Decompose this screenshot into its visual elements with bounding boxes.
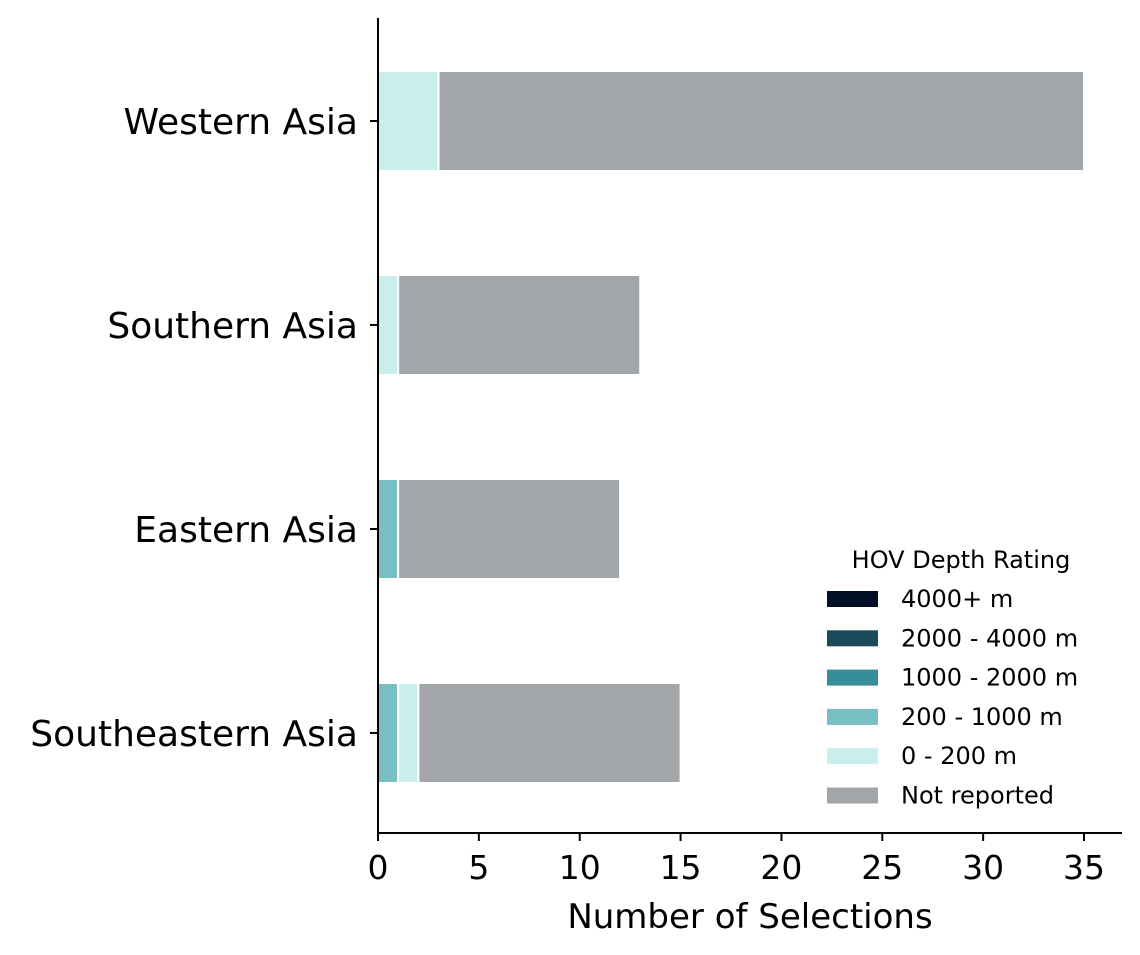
x-tick-label: 30 (962, 848, 1004, 887)
x-tick-label: 10 (559, 848, 601, 887)
bar-segment (377, 682, 400, 784)
x-axis: 0 5 10 15 20 25 30 35 (368, 832, 1122, 887)
y-axis: Western Asia Southern Asia Eastern Asia Sou… (30, 18, 379, 833)
legend-label: 200 - 1000 m (901, 703, 1063, 731)
x-tick-label: 35 (1063, 848, 1105, 887)
legend-swatch (827, 630, 878, 647)
legend-swatch (827, 708, 878, 725)
bar-segment (377, 478, 400, 580)
legend-label: 1000 - 2000 m (901, 664, 1078, 692)
legend-label: 4000+ m (901, 585, 1013, 613)
x-tick-label: 0 (368, 848, 389, 887)
bar-segment (437, 70, 1085, 172)
bar-segment (397, 478, 622, 580)
y-tick-label: Western Asia (123, 102, 358, 143)
y-tick-label: Southern Asia (107, 306, 358, 347)
bar-segment (377, 70, 440, 172)
bar-segment (417, 682, 682, 784)
y-tick-label: Eastern Asia (134, 510, 358, 551)
legend-title: HOV Depth Rating (852, 546, 1071, 574)
y-tick-label: Southeastern Asia (30, 714, 358, 755)
legend: HOV Depth Rating 4000+ m 2000 - 4000 m 100… (827, 546, 1078, 810)
x-axis-label: Number of Selections (567, 897, 932, 937)
bar-segment (397, 274, 642, 376)
legend-swatch (827, 748, 878, 765)
legend-label: 2000 - 4000 m (901, 624, 1078, 652)
x-tick-label: 15 (660, 848, 702, 887)
bar-segment (397, 682, 420, 784)
legend-label: 0 - 200 m (901, 742, 1017, 770)
legend-swatch (827, 669, 878, 686)
legend-label: Not reported (901, 782, 1054, 810)
bars-group (377, 70, 1085, 784)
legend-swatch (827, 591, 878, 607)
bar-segment (377, 274, 400, 376)
x-tick-label: 5 (468, 848, 489, 887)
x-tick-label: 20 (760, 848, 802, 887)
legend-swatch (827, 787, 878, 804)
x-tick-label: 25 (861, 848, 903, 887)
